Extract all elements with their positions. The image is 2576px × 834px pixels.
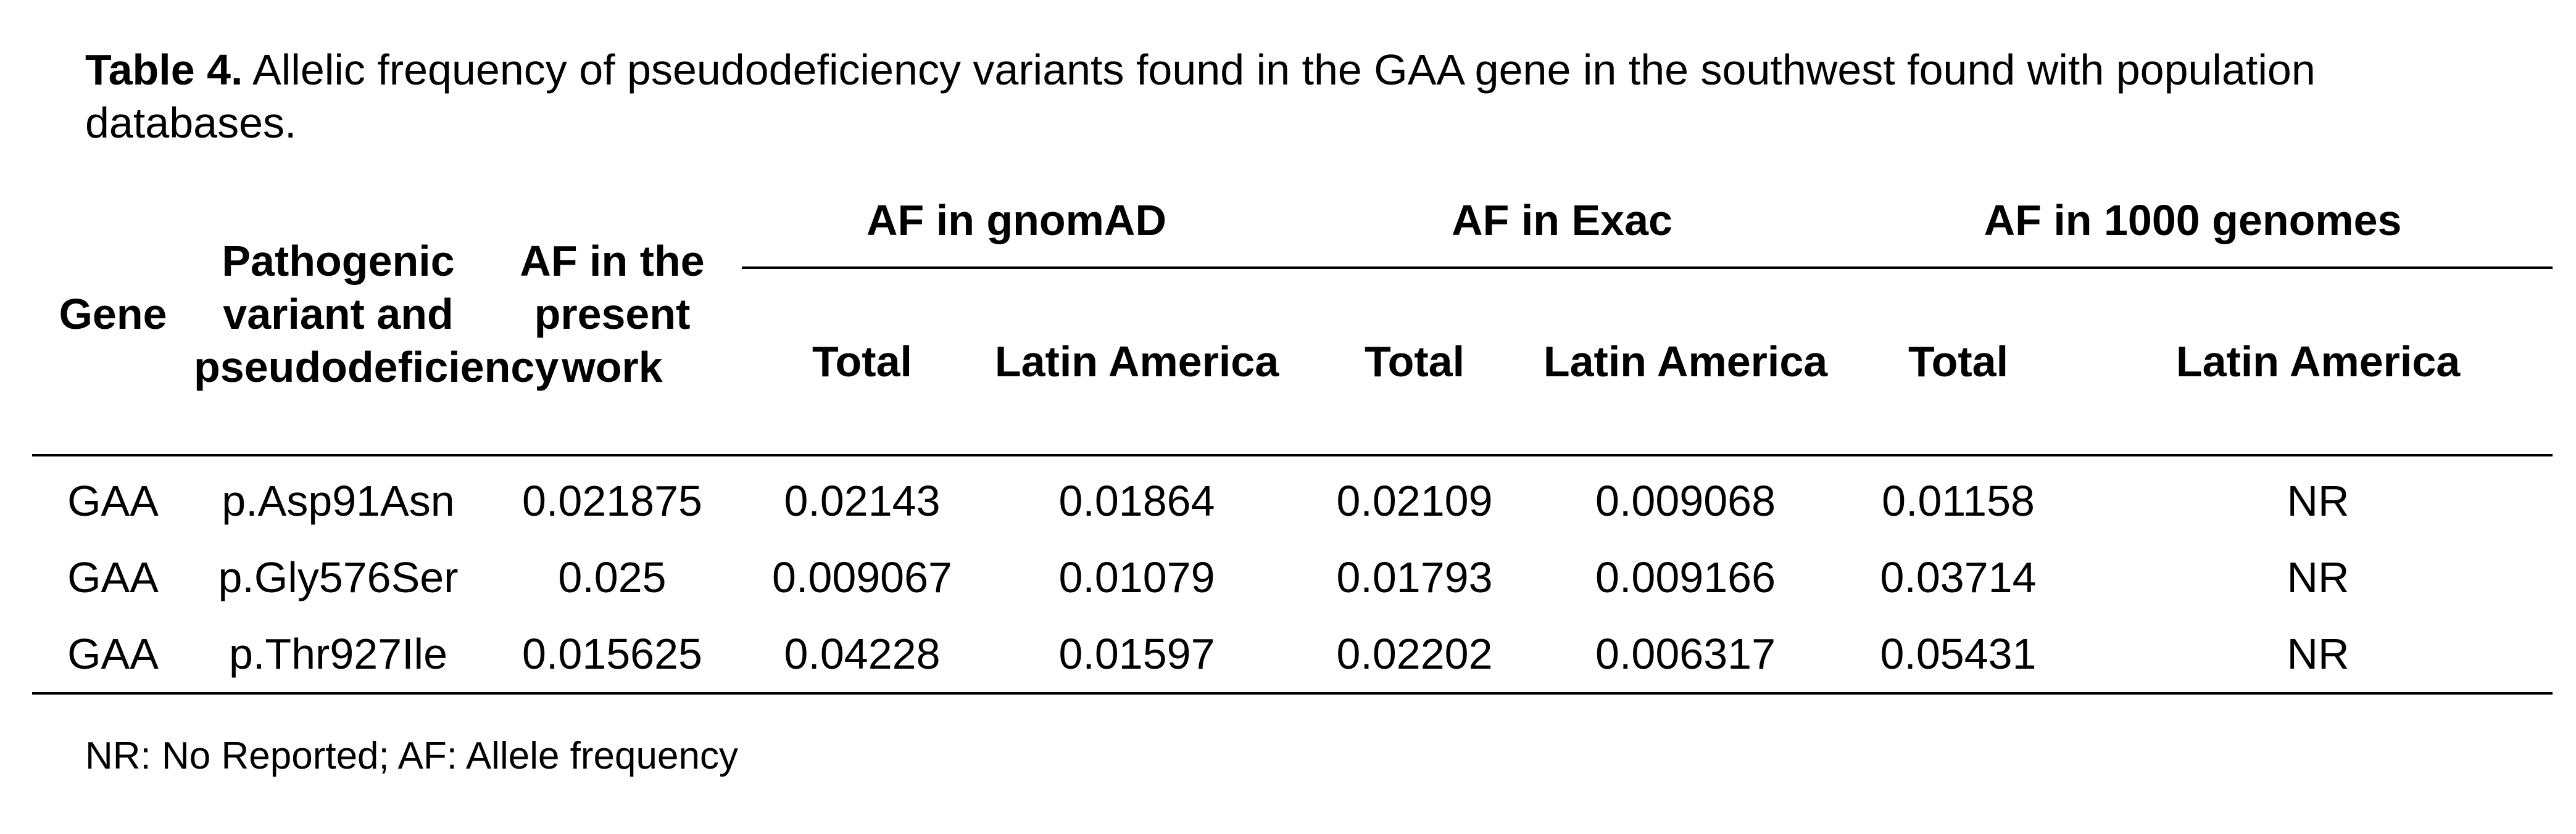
cell-1000g-total: 0.05431 <box>1833 616 2084 695</box>
header-af-present: AF in the present work <box>483 174 742 456</box>
header-row-subcolumns: Total Latin America Total Latin America … <box>32 268 2553 456</box>
cell-1000g-latin-america: NR <box>2084 616 2553 695</box>
cell-gnomad-total: 0.02143 <box>784 477 941 525</box>
header-exac-total: Total <box>1291 268 1539 456</box>
cell-exac-latin-america: 0.006317 <box>1538 616 1834 695</box>
cell-gene: GAA <box>32 616 194 695</box>
caption-text: Allelic frequency of pseudodeficiency va… <box>85 46 2316 147</box>
cell-gene: GAA <box>67 477 159 525</box>
header-af-1000-genomes: AF in 1000 genomes <box>1833 174 2553 269</box>
cell-variant: p.Gly576Ser <box>218 553 459 601</box>
header-1000g-total: Total <box>1833 268 2084 456</box>
header-gnomad-total: Total <box>742 268 983 456</box>
cell-exac-total: 0.01793 <box>1336 553 1493 601</box>
table-row: GAA p.Asp91Asn 0.021875 0.02143 0.01864 … <box>32 455 2553 539</box>
header-variant: Pathogenic variant and pseudodeficiency <box>194 174 559 456</box>
cell-gnomad-latin-america: 0.01597 <box>983 616 1292 695</box>
cell-gnomad-total: 0.009067 <box>772 553 952 601</box>
table-footnote: NR: No Reported; AF: Allele frequency <box>85 735 738 777</box>
allelic-frequency-table: Gene Pathogenic variant and pseudodefici… <box>32 174 2553 695</box>
cell-1000g-total: 0.01158 <box>1882 477 2035 525</box>
caption-label: Table 4. <box>85 46 243 94</box>
cell-1000g-latin-america: NR <box>2287 553 2350 601</box>
cell-gnomad-total: 0.04228 <box>742 616 983 695</box>
cell-exac-total: 0.02109 <box>1336 477 1493 525</box>
header-exac-latin-america: Latin America <box>1538 268 1834 456</box>
header-1000g-latin-america: Latin America <box>2084 268 2553 456</box>
cell-gnomad-latin-america: 0.01864 <box>1058 477 1215 525</box>
header-af-gnomad: AF in gnomAD <box>742 174 1292 269</box>
header-gene: Gene <box>32 174 194 456</box>
cell-gene: GAA <box>67 553 159 601</box>
header-row-groups: Gene Pathogenic variant and pseudodefici… <box>32 174 2553 456</box>
cell-exac-latin-america: 0.009068 <box>1595 477 1776 525</box>
cell-variant: p.Asp91Asn <box>222 477 455 525</box>
cell-exac-total: 0.02202 <box>1291 616 1539 695</box>
cell-af-present: 0.021875 <box>522 477 702 525</box>
header-gnomad-latin-america: Latin America <box>983 268 1292 456</box>
cell-gnomad-latin-america: 0.01079 <box>1058 553 1215 601</box>
table-caption: Table 4. Allelic frequency of pseudodefi… <box>85 43 2529 149</box>
table-row: GAA p.Thr927Ile 0.015625 0.04228 0.01597… <box>32 616 2553 695</box>
table-row: GAA p.Gly576Ser 0.025 0.009067 0.01079 0… <box>32 539 2553 616</box>
cell-af-present: 0.015625 <box>483 616 742 695</box>
cell-variant: p.Thr927Ile <box>194 616 483 695</box>
header-af-exac: AF in Exac <box>1291 174 1834 269</box>
cell-1000g-total: 0.03714 <box>1880 553 2037 601</box>
cell-af-present: 0.025 <box>558 553 667 601</box>
cell-1000g-latin-america: NR <box>2287 477 2350 525</box>
cell-exac-latin-america: 0.009166 <box>1595 553 1776 601</box>
